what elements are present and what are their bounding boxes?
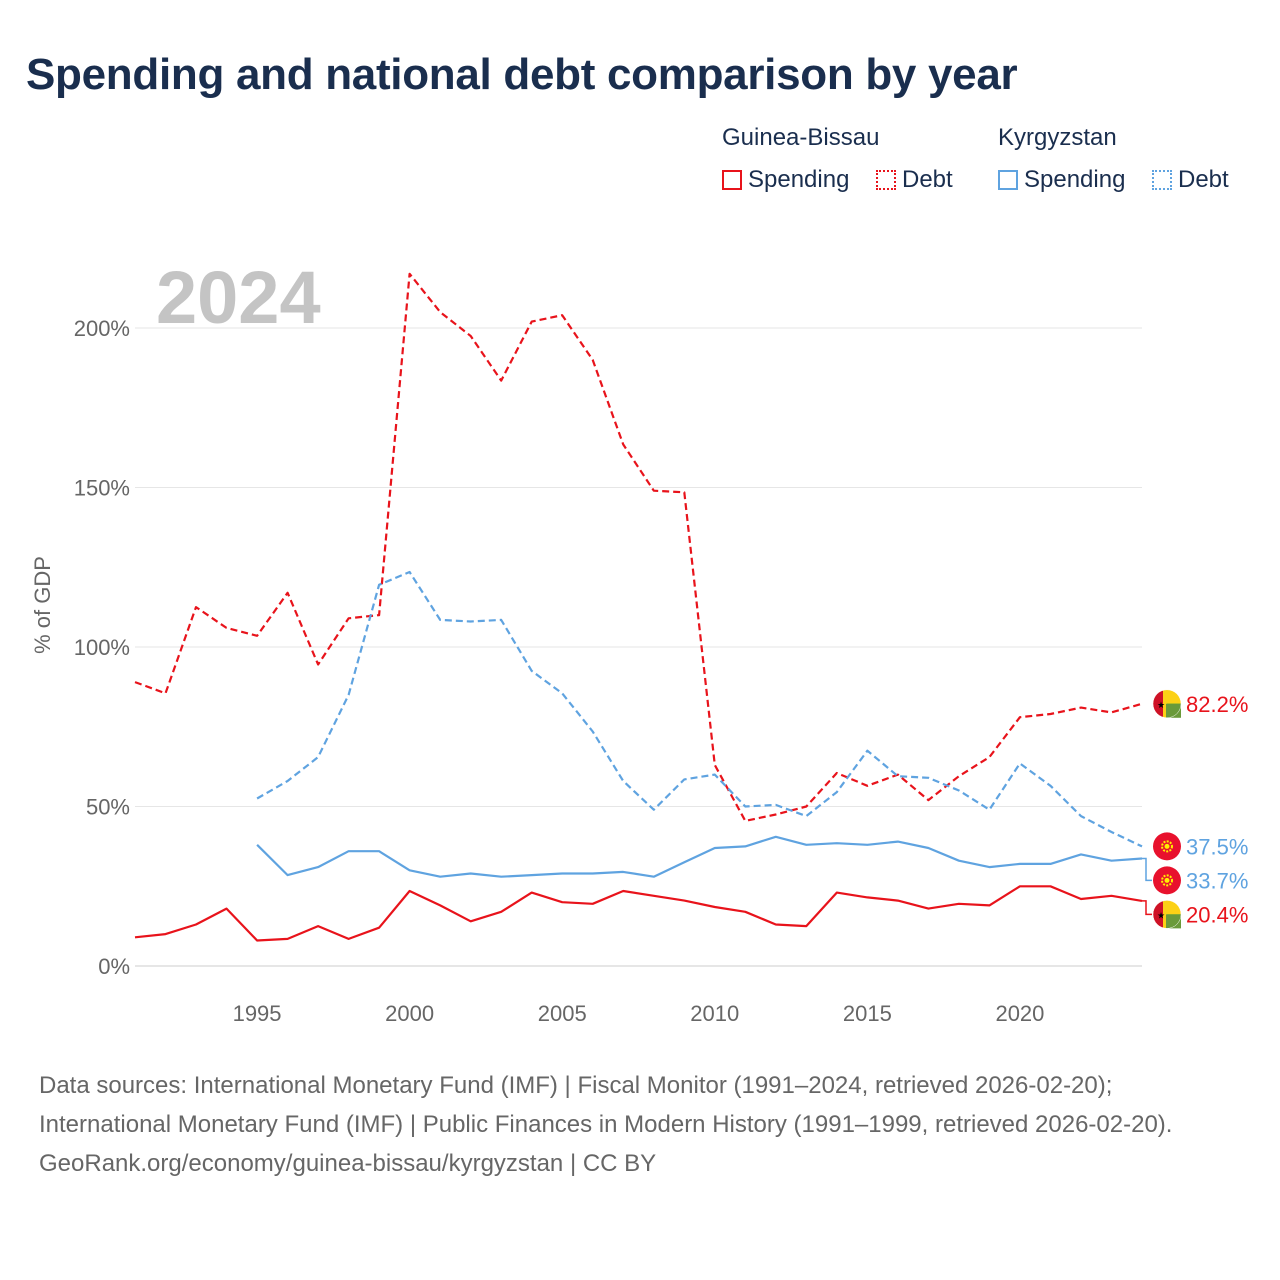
x-tick-label: 2010 (690, 1001, 739, 1026)
x-tick-label: 2005 (538, 1001, 587, 1026)
end-labels: ★ 82.2% 37.5% 33.7% ★ 20.4% (1142, 689, 1248, 929)
legend-swatch-solid (998, 170, 1018, 190)
x-tick-label: 1995 (233, 1001, 282, 1026)
chart-title: Spending and national debt comparison by… (26, 50, 1018, 99)
svg-text:★: ★ (1157, 911, 1165, 921)
legend-group-guinea-bissau: Guinea-Bissau (722, 124, 880, 151)
legend-item-guinea-bissau-debt[interactable]: Debt (876, 166, 953, 194)
footer: Data sources: International Monetary Fun… (39, 1066, 1249, 1183)
guinea-bissau-flag-icon: ★ (1152, 689, 1182, 719)
attribution-link[interactable]: GeoRank.org/economy/guinea-bissau/kyrgyz… (39, 1150, 657, 1177)
legend-label: Debt (1178, 166, 1229, 193)
y-tick-label: 0% (98, 954, 130, 979)
guinea-bissau-debt-line[interactable] (134, 272, 1143, 823)
y-tick-label: 100% (74, 635, 130, 660)
kyrgyzstan-flag-icon (1153, 832, 1181, 861)
y-tick-label: 200% (74, 316, 130, 341)
end-value-label: 37.5% (1186, 834, 1248, 859)
x-tick-label: 2000 (385, 1001, 434, 1026)
kyrgyzstan-spending-line[interactable] (256, 835, 1143, 878)
data-sources: Data sources: International Monetary Fun… (39, 1072, 1173, 1138)
y-tick-label: 150% (74, 476, 130, 501)
legend-swatch-dotted (876, 170, 896, 190)
gridlines (135, 327, 1142, 967)
x-tick-label: 2020 (995, 1001, 1044, 1026)
legend-group-kyrgyzstan: Kyrgyzstan (998, 124, 1117, 151)
legend-swatch-solid (722, 170, 742, 190)
axis-ticks: 0% 50% 100% 150% 200% 1995 2000 2005 2010 2015 202… (74, 316, 1045, 1026)
year-watermark: 2024 (156, 256, 321, 339)
legend-label: Debt (902, 166, 953, 193)
line-chart: 2024 % of GDP 0% 50% 100% 150% 200% 1995 2000 2… (30, 256, 1248, 1026)
guinea-bissau-flag-icon: ★ (1152, 900, 1182, 929)
kyrgyzstan-flag-icon (1153, 866, 1181, 895)
x-tick-label: 2015 (843, 1001, 892, 1026)
end-value-label: 33.7% (1186, 868, 1248, 893)
legend-label: Spending (748, 166, 850, 193)
legend-swatch-dotted (1152, 170, 1172, 190)
y-axis-label: % of GDP (30, 556, 55, 654)
legend-item-kyrgyzstan-debt[interactable]: Debt (1152, 166, 1229, 194)
end-label-connector (1142, 857, 1152, 882)
end-value-label: 20.4% (1186, 902, 1248, 927)
legend-label: Spending (1024, 166, 1126, 193)
kyrgyzstan-debt-line[interactable] (256, 570, 1143, 848)
end-value-label: 82.2% (1186, 692, 1248, 717)
end-label-connector (1142, 900, 1152, 916)
y-tick-label: 50% (86, 795, 130, 820)
guinea-bissau-spending-line[interactable] (134, 885, 1143, 942)
legend-item-kyrgyzstan-spending[interactable]: Spending (998, 166, 1125, 194)
svg-text:★: ★ (1157, 701, 1165, 711)
series-lines (134, 272, 1143, 942)
legend-item-guinea-bissau-spending[interactable]: Spending (722, 166, 849, 194)
